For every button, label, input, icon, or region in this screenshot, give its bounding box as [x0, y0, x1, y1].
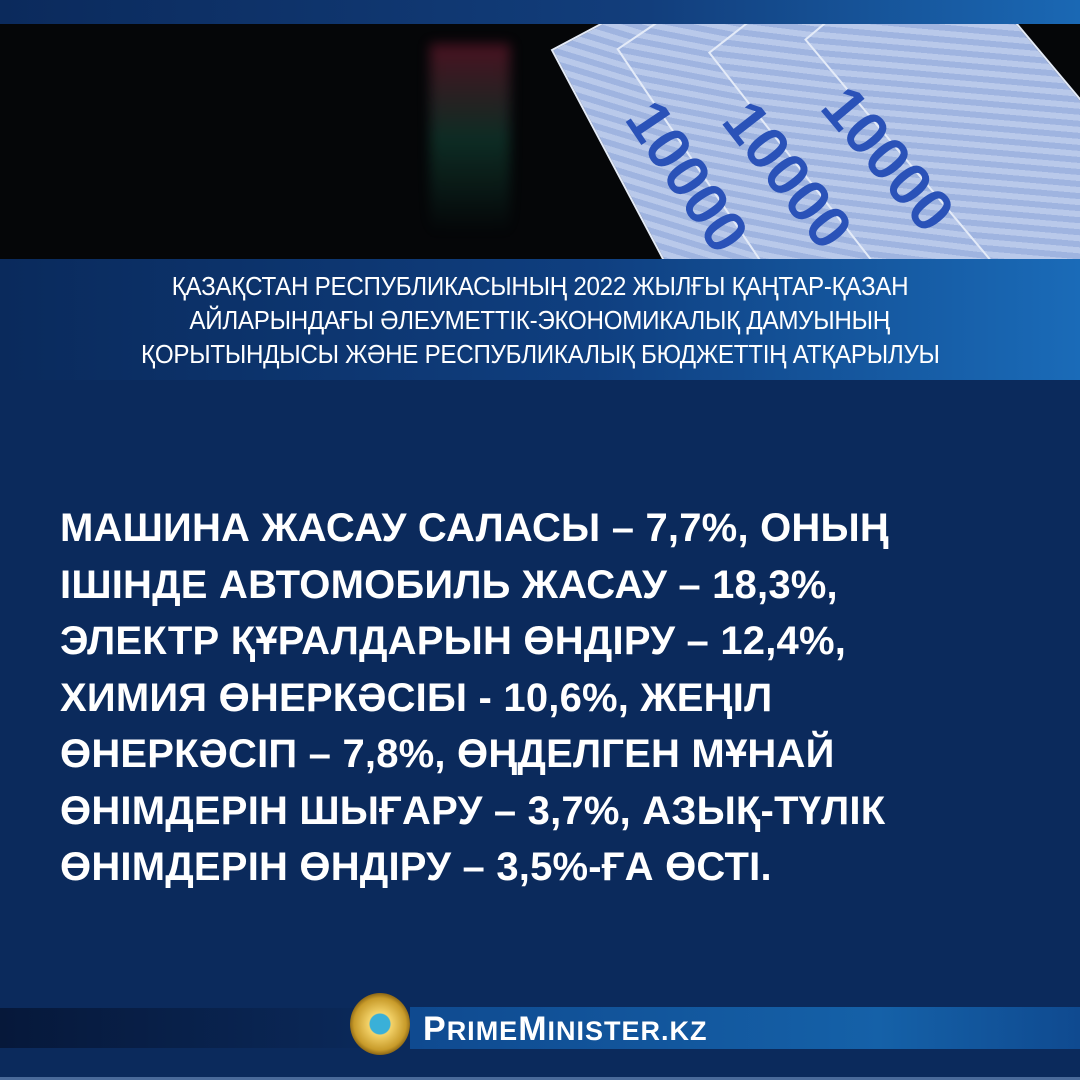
chart-glow: [430, 44, 510, 234]
body-line: ХИМИЯ ӨНЕРКӘСІБІ - 10,6%, ЖЕҢІЛ: [60, 675, 773, 720]
body-line: ӨНІМДЕРІН ӨНДІРУ – 3,5%-ҒА ӨСТІ.: [60, 845, 772, 889]
title-line: ҚОРЫТЫНДЫСЫ ЖӘНЕ РЕСПУБЛИКАЛЫҚ БЮДЖЕТТІҢ…: [140, 338, 940, 369]
site-name: PRIMEMINISTER.KZ: [423, 1010, 708, 1048]
title-band: ҚАЗАҚСТАН РЕСПУБЛИКАСЫНЫҢ 2022 ЖЫЛҒЫ ҚАҢ…: [0, 259, 1080, 380]
bottom-line: [0, 1077, 1080, 1080]
top-bar: [0, 0, 1080, 24]
body-line: ІШІНДЕ АВТОМОБИЛЬ ЖАСАУ – 18,3%,: [60, 562, 838, 607]
state-emblem-icon: [350, 993, 410, 1055]
body-line: МАШИНА ЖАСАУ САЛАСЫ – 7,7%, ОНЫҢ: [60, 506, 889, 550]
footer-bar: [410, 1007, 1080, 1049]
main-text: МАШИНА ЖАСАУ САЛАСЫ – 7,7%, ОНЫҢ ІШІНДЕ …: [60, 500, 1050, 896]
banknotes-photo: 10000 10000 10000: [0, 24, 1080, 259]
body-line: ЭЛЕКТР ҚҰРАЛДАРЫН ӨНДІРУ – 12,4%,: [60, 619, 847, 663]
body-line: ӨНІМДЕРІН ШЫҒАРУ – 3,7%, АЗЫҚ-ТҮЛІК: [60, 788, 886, 833]
title-line: АЙЛАРЫНДАҒЫ ӘЛЕУМЕТТІК-ЭКОНОМИКАЛЫҚ ДАМУ…: [189, 304, 891, 335]
footer-left-strip: [0, 1008, 400, 1048]
body-line: ӨНЕРКӘСІП – 7,8%, ӨҢДЕЛГЕН МҰНАЙ: [60, 732, 835, 776]
title-line: ҚАЗАҚСТАН РЕСПУБЛИКАСЫНЫҢ 2022 ЖЫЛҒЫ ҚАҢ…: [171, 270, 909, 301]
